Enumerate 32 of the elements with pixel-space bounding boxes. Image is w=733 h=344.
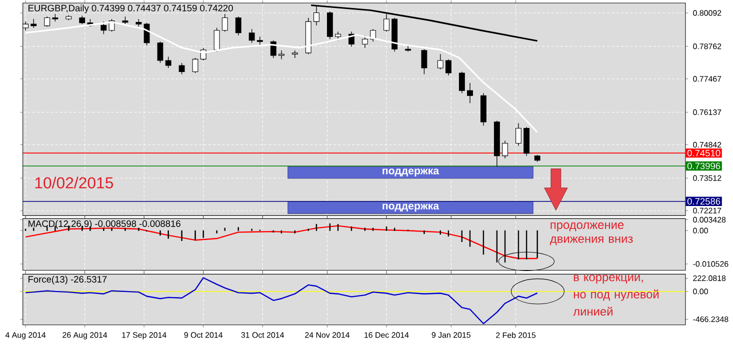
candlestick [384,14,390,32]
candlestick [165,56,172,68]
chart-title: Force(13) -26.5317 [28,276,107,285]
ref-line-label: 0.72586 [687,198,720,205]
candlestick [445,58,452,76]
candlestick [437,54,444,70]
candlestick [458,72,465,94]
candlestick [421,48,428,75]
band-label: поддержка [382,204,440,212]
annotation: продолжение движения вниз [550,222,633,246]
candlestick [270,40,276,58]
candlestick [235,16,242,36]
candlestick [100,21,107,35]
annotation: в коррекции, но под нулевой линией [573,274,659,316]
chart-title: MACD(12,26,9) -0.008598 -0.008816 [28,220,180,229]
candlestick [222,14,228,32]
candlestick [192,58,198,74]
candlestick [44,16,50,28]
candlestick [502,140,508,159]
candlestick [178,62,185,75]
band-label: поддержка [382,168,440,177]
candlestick [467,82,473,104]
ref-line-label: 0.74510 [687,150,720,156]
candlestick [248,28,255,44]
chart-title: EURGBP,Daily 0.74399 0.74437 0.74159 0.74220 [28,4,233,14]
ref-line-label: 0.73996 [687,162,720,170]
annotation: 10/02/2015 [35,176,114,189]
candlestick [157,41,164,64]
candlestick [326,11,333,40]
candlestick [278,50,284,60]
candlestick [214,28,220,52]
candlestick [362,35,368,48]
